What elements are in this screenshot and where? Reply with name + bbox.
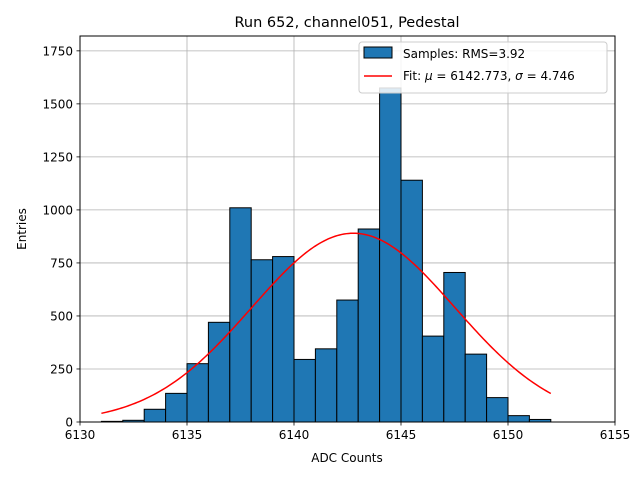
legend-fit-mu-symbol: μ: [424, 69, 433, 83]
y-axis-ticks: 0 250 500 750 1000 1250 1500 1750: [42, 44, 80, 430]
histogram-bar: [486, 397, 509, 423]
chart-title: Run 652, channel051, Pedestal: [234, 15, 459, 31]
y-axis-label: Entries: [15, 208, 29, 250]
legend-box: [358, 41, 608, 94]
histogram-bar: [464, 353, 488, 423]
histogram-bar: [314, 348, 338, 423]
histogram-bar: [207, 321, 231, 423]
histogram-bar: [293, 358, 316, 423]
x-tick-label: 6135: [172, 428, 203, 442]
y-tick-label: 1750: [42, 44, 73, 58]
y-tick-label: 0: [65, 416, 73, 430]
plot-frame: [79, 35, 616, 423]
y-tick-label: 500: [50, 309, 73, 323]
histogram-bar: [250, 259, 274, 423]
histogram-bar: [443, 271, 466, 423]
x-tick-label: 6155: [600, 428, 631, 442]
legend-samples-label: Samples: RMS=3.92: [403, 47, 525, 61]
y-tick-label: 1250: [42, 150, 73, 164]
histogram-bar: [507, 415, 530, 423]
x-axis-label: ADC Counts: [311, 451, 383, 465]
histogram-bar: [400, 179, 423, 423]
histogram-bar: [143, 408, 167, 423]
histogram-bar: [336, 299, 359, 423]
histogram-bar: [229, 207, 252, 423]
y-tick-label: 750: [50, 256, 73, 270]
histogram-bar: [186, 363, 209, 423]
x-tick-label: 6150: [493, 428, 524, 442]
histogram-bar: [421, 335, 445, 423]
legend-samples-swatch: [363, 46, 393, 59]
legend: Samples: RMS=3.92 Fit: μ = 6142.773, σ =…: [358, 41, 608, 94]
legend-fit-mu-value: = 6142.773,: [433, 69, 516, 83]
legend-fit-label: Fit: μ = 6142.773, σ = 4.746: [403, 69, 575, 83]
histogram-bar: [379, 87, 402, 423]
histogram-bars: [100, 87, 552, 423]
legend-fit-prefix: Fit:: [403, 69, 425, 83]
y-tick-label: 1000: [42, 203, 73, 217]
x-axis-ticks: 6130 6135 6140 6145 6150 6155: [65, 422, 631, 442]
x-tick-label: 6140: [279, 428, 310, 442]
y-tick-label: 250: [50, 362, 73, 376]
histogram-bar: [357, 228, 381, 423]
histogram-bar: [165, 392, 188, 423]
x-tick-label: 6145: [386, 428, 417, 442]
y-tick-label: 1500: [42, 97, 73, 111]
x-tick-label: 6130: [65, 428, 96, 442]
legend-fit-sigma-value: = 4.746: [523, 69, 575, 83]
legend-fit-sigma-symbol: σ: [515, 69, 523, 83]
fit-curve: [101, 232, 552, 415]
